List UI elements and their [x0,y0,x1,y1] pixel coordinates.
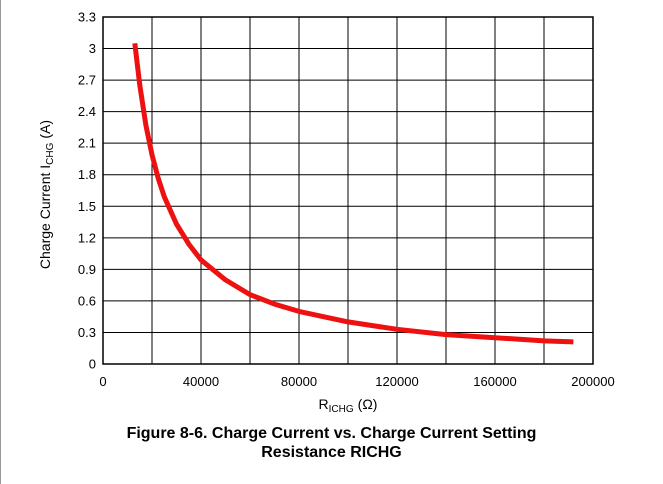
y-tick-label-11: 3.3 [78,10,96,25]
x-tick-label-0: 0 [99,374,106,389]
x-tick-labels: 0 40000 80000 120000 160000 200000 [99,374,614,389]
grid-lines [103,17,593,364]
y-tick-label-7: 2.1 [78,136,96,151]
charge-current-chart: 0 0.3 0.6 0.9 1.2 1.5 1.8 2.1 2.4 2.7 3 3.3 0 40000 8… [37,10,615,416]
y-axis-label-unit: (A) [37,120,53,139]
page-edge-rule [0,0,1,484]
y-tick-label-8: 2.4 [78,104,96,119]
x-tick-label-10: 200000 [571,374,614,389]
y-tick-labels: 0 0.3 0.6 0.9 1.2 1.5 1.8 2.1 2.4 2.7 3 3.3 [78,10,96,372]
plot-frame [102,16,594,365]
y-axis-label-main: Charge Current I [37,165,53,269]
y-tick-label-0: 0 [89,357,96,372]
series-line-0 [132,43,574,345]
y-tick-label-1: 0.3 [78,325,96,340]
y-tick-label-2: 0.6 [78,293,96,308]
y-tick-label-10: 3 [89,41,96,56]
y-tick-label-9: 2.7 [78,73,96,88]
y-axis-label: Charge Current ICHG (A) [37,120,56,269]
y-tick-label-3: 0.9 [78,262,96,277]
series-layer [132,43,574,345]
y-axis-label-subscript: CHG [45,142,56,164]
x-tick-label-4: 80000 [281,374,317,389]
figure-caption-line-1: Figure 8-6. Charge Current vs. Charge Cu… [126,425,537,442]
figure-caption: Figure 8-6. Charge Current vs. Charge Cu… [0,424,663,462]
y-tick-label-5: 1.5 [78,199,96,214]
x-axis-label-unit: (Ω) [358,396,378,412]
x-tick-label-8: 160000 [473,374,516,389]
x-axis-label-main: R [319,396,329,412]
x-tick-label-6: 120000 [375,374,418,389]
x-axis-label-subscript: ICHG [329,404,354,415]
x-tick-label-2: 40000 [183,374,219,389]
y-tick-label-6: 1.8 [78,167,96,182]
figure-caption-line-2: Resistance RICHG [261,444,402,461]
x-axis-label: RICHG (Ω) [319,396,378,415]
y-tick-label-4: 1.2 [78,230,96,245]
